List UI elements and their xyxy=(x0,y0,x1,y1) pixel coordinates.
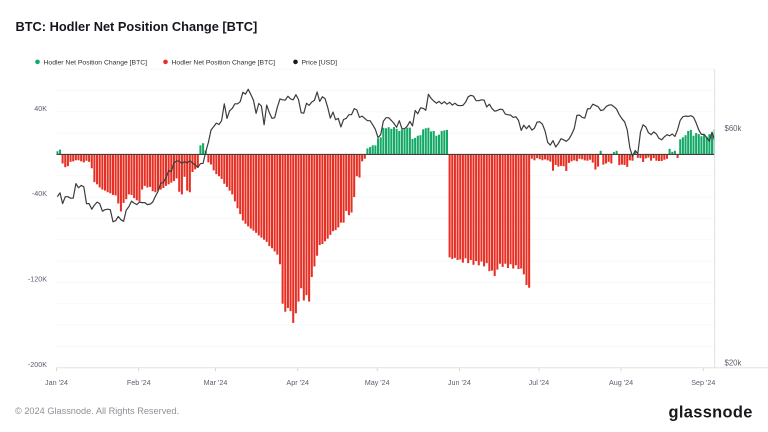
svg-text:-40K: -40K xyxy=(32,189,47,198)
svg-text:-120K: -120K xyxy=(28,275,47,284)
svg-text:$20k: $20k xyxy=(725,358,742,367)
svg-text:40K: 40K xyxy=(34,104,47,113)
svg-text:Hodler Net Position Change [BT: Hodler Net Position Change [BTC] xyxy=(44,59,148,66)
svg-text:Aug '24: Aug '24 xyxy=(609,378,633,387)
svg-text:BTC: Hodler Net Position Chang: BTC: Hodler Net Position Change [BTC] xyxy=(16,19,258,34)
svg-text:May '24: May '24 xyxy=(365,378,390,387)
svg-text:Mar '24: Mar '24 xyxy=(204,378,228,387)
svg-text:Apr '24: Apr '24 xyxy=(286,378,309,387)
svg-text:Feb '24: Feb '24 xyxy=(127,378,151,387)
svg-text:Price [USD]: Price [USD] xyxy=(302,59,338,66)
svg-text:© 2024 Glassnode. All Rights R: © 2024 Glassnode. All Rights Reserved. xyxy=(15,406,179,416)
svg-text:Hodler Net Position Change [BT: Hodler Net Position Change [BTC] xyxy=(172,59,276,66)
svg-text:glassnode: glassnode xyxy=(669,404,753,422)
svg-text:Sep '24: Sep '24 xyxy=(691,378,715,387)
svg-text:Jan '24: Jan '24 xyxy=(45,378,68,387)
svg-text:Jul '24: Jul '24 xyxy=(529,378,550,387)
svg-text:$60k: $60k xyxy=(725,124,742,133)
svg-text:-200K: -200K xyxy=(28,360,47,369)
svg-text:Jun '24: Jun '24 xyxy=(448,378,471,387)
